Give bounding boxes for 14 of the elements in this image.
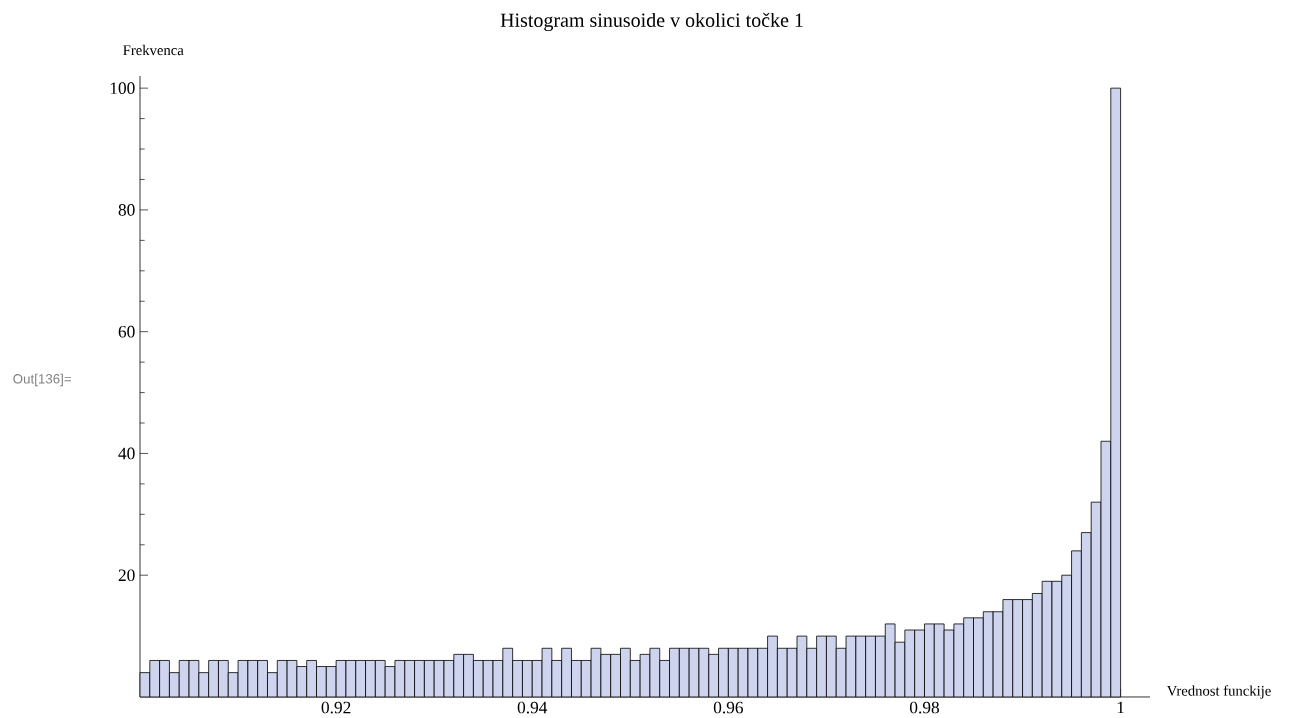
y-tick-label: 40 bbox=[118, 447, 135, 460]
y-tick-label: 100 bbox=[110, 82, 135, 94]
x-tick-label: 0.96 bbox=[713, 701, 744, 714]
y-axis-title: Frekvenca bbox=[123, 44, 184, 56]
x-tick-label: 0.98 bbox=[909, 701, 939, 714]
y-tick-label: 80 bbox=[118, 204, 135, 216]
y-tick-label: 20 bbox=[118, 569, 135, 582]
x-axis-title: Vrednost funckije bbox=[1166, 685, 1271, 699]
y-tick-label: 60 bbox=[118, 325, 135, 338]
text: Out[136]= bbox=[13, 373, 71, 387]
chart-title: Histogram sinusoide v okolici točke 1 bbox=[500, 12, 803, 32]
x-tick-label: 0.94 bbox=[517, 701, 548, 714]
x-tick-label: 1 bbox=[1117, 701, 1124, 714]
x-tick-label: 0.92 bbox=[321, 701, 351, 714]
